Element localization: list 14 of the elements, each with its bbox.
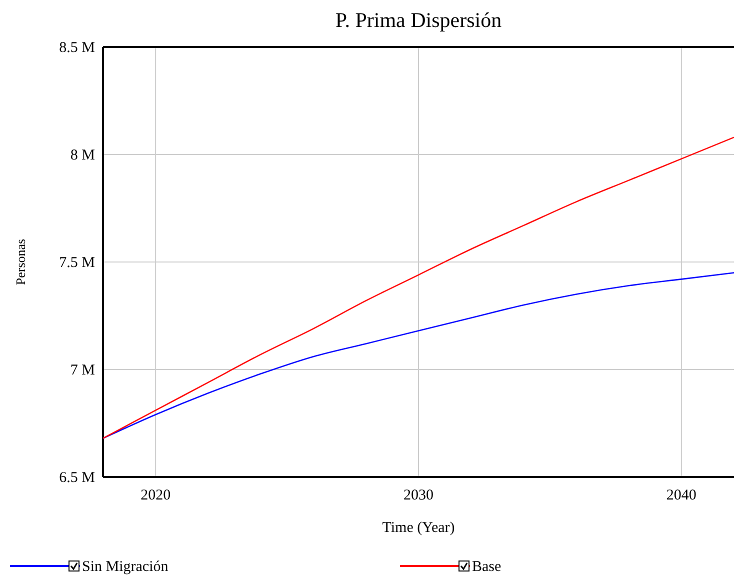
x-axis-title: Time (Year): [382, 520, 455, 536]
y-axis-title: Personas: [13, 238, 28, 286]
y-tick-label: 8.5 M: [59, 40, 95, 56]
y-tick-label: 7 M: [70, 362, 95, 378]
legend-label: Sin Migración: [82, 559, 169, 575]
y-tick-label: 7.5 M: [59, 254, 95, 271]
legend-label: Base: [472, 559, 502, 575]
x-tick-label: 2030: [404, 488, 434, 504]
line-series: [102, 136, 735, 439]
y-tick-label: 8 M: [70, 147, 95, 164]
y-tick-label: 6.5 M: [59, 470, 95, 486]
x-tick-label: 2020: [140, 488, 171, 504]
x-tick-label: 2040: [666, 488, 696, 504]
chart-title: P. Prima Dispersión: [335, 8, 502, 32]
